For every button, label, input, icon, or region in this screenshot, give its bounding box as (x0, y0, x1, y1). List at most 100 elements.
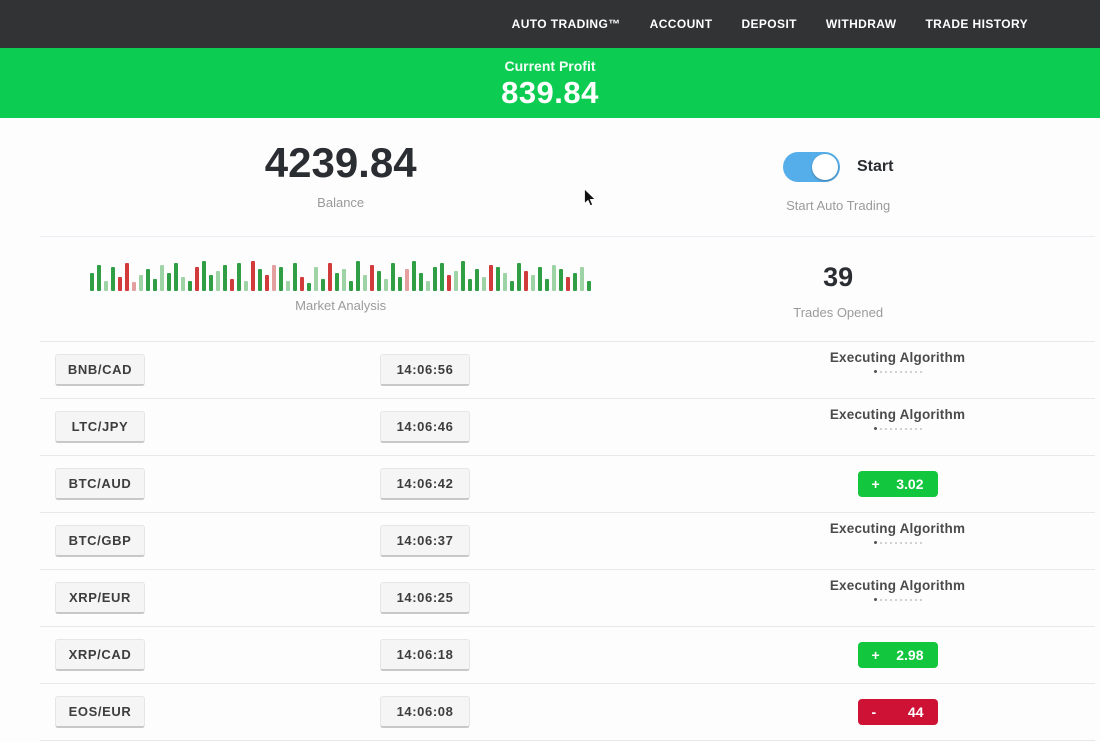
candle-bar (321, 279, 326, 291)
balance-value: 4239.84 (264, 139, 417, 186)
trade-row: LTC/JPY 14:06:46 Executing Algorithm (40, 399, 1095, 456)
trade-time-button[interactable]: 14:06:56 (380, 354, 470, 386)
progress-dot (884, 427, 887, 430)
stats-section: 4239.84 Balance Start Start Auto Trading (40, 118, 1095, 237)
nav-withdraw[interactable]: WITHDRAW (825, 17, 897, 31)
candle-bar (524, 271, 529, 291)
progress-dot (889, 598, 892, 601)
executing-label: Executing Algorithm (829, 578, 966, 593)
candle-bar (146, 269, 151, 291)
trade-row: BTC/GBP 14:06:37 Executing Algorithm (40, 513, 1095, 570)
candle-bar (286, 281, 291, 291)
executing-label: Executing Algorithm (829, 521, 966, 536)
progress-dot (879, 541, 882, 544)
progress-dot (894, 541, 897, 544)
candle-bar (216, 271, 221, 291)
progress-dot (909, 598, 912, 601)
nav-deposit[interactable]: DEPOSIT (741, 17, 797, 31)
trade-time-button[interactable]: 14:06:37 (380, 525, 470, 557)
trade-status: Executing Algorithm (790, 342, 1005, 398)
executing-label: Executing Algorithm (829, 407, 966, 422)
progress-dot (884, 541, 887, 544)
candle-bar (244, 281, 249, 291)
toggle-label: Start (856, 158, 894, 175)
progress-dot (914, 427, 917, 430)
pair-button[interactable]: XRP/CAD (55, 639, 145, 671)
candle-bar (272, 265, 277, 291)
progress-dot (889, 427, 892, 430)
candle-bar (209, 275, 214, 291)
candle-bar (314, 267, 319, 291)
candle-bar (97, 265, 102, 291)
progress-dot (899, 598, 902, 601)
candle-bar (419, 273, 424, 291)
progress-dot (914, 598, 917, 601)
nav-trade-history[interactable]: TRADE HISTORY (925, 17, 1028, 31)
progress-dot (919, 541, 922, 544)
executing-status: Executing Algorithm (790, 407, 1005, 430)
trade-time-button[interactable]: 14:06:18 (380, 639, 470, 671)
candle-bar (496, 267, 501, 291)
progress-dot (873, 598, 877, 601)
candle-bar (174, 263, 179, 291)
candle-bar (482, 277, 487, 291)
candle-bar (538, 267, 543, 291)
nav-auto-trading[interactable]: AUTO TRADING™ (511, 17, 621, 31)
result-sign: - (871, 704, 877, 720)
progress-dot (889, 370, 892, 373)
pair-button[interactable]: EOS/EUR (55, 696, 145, 728)
candle-bar (160, 265, 165, 291)
trade-time-button[interactable]: 14:06:42 (380, 468, 470, 500)
result-value: 3.02 (896, 476, 924, 492)
progress-dots (790, 427, 1005, 430)
candle-bar (510, 281, 515, 291)
candle-bar (188, 281, 193, 291)
progress-dot (909, 370, 912, 373)
candle-bar (377, 271, 382, 291)
current-profit-label: Current Profit (504, 58, 596, 74)
pair-button[interactable]: BTC/AUD (55, 468, 145, 500)
auto-trading-toggle[interactable] (782, 152, 840, 182)
progress-dot (894, 427, 897, 430)
nav-account[interactable]: ACCOUNT (649, 17, 713, 31)
candle-bar (118, 277, 123, 291)
candle-bar (412, 261, 417, 291)
trade-time-button[interactable]: 14:06:46 (380, 411, 470, 443)
candle-bar (580, 267, 585, 291)
result-value: 2.98 (896, 647, 924, 663)
candle-bar (461, 261, 466, 291)
candle-bar (265, 275, 270, 291)
trade-time-button[interactable]: 14:06:25 (380, 582, 470, 614)
trade-status: Executing Algorithm (790, 513, 1005, 569)
market-analysis-chart (90, 261, 592, 291)
candle-bar (342, 269, 347, 291)
candle-bar (440, 263, 445, 291)
candle-bar (566, 277, 571, 291)
candle-bar (475, 269, 480, 291)
candle-bar (587, 281, 592, 291)
candle-bar (307, 283, 312, 291)
candle-bar (391, 263, 396, 291)
result-sign: + (871, 647, 880, 663)
candle-bar (489, 265, 494, 291)
candle-bar (573, 273, 578, 291)
candle-bar (447, 275, 452, 291)
candle-bar (398, 277, 403, 291)
candle-bar (104, 281, 109, 291)
pair-button[interactable]: LTC/JPY (55, 411, 145, 443)
candle-bar (111, 267, 116, 291)
trade-status: Executing Algorithm (790, 399, 1005, 455)
progress-dot (894, 598, 897, 601)
candle-bar (300, 277, 305, 291)
pair-button[interactable]: BNB/CAD (55, 354, 145, 386)
pair-button[interactable]: XRP/EUR (55, 582, 145, 614)
candle-bar (468, 279, 473, 291)
candle-bar (433, 267, 438, 291)
candle-bar (349, 281, 354, 291)
candle-bar (237, 263, 242, 291)
progress-dot (873, 427, 877, 430)
trade-row: BNB/CAD 14:06:56 Executing Algorithm (40, 342, 1095, 399)
candle-bar (363, 275, 368, 291)
pair-button[interactable]: BTC/GBP (55, 525, 145, 557)
trade-time-button[interactable]: 14:06:08 (380, 696, 470, 728)
